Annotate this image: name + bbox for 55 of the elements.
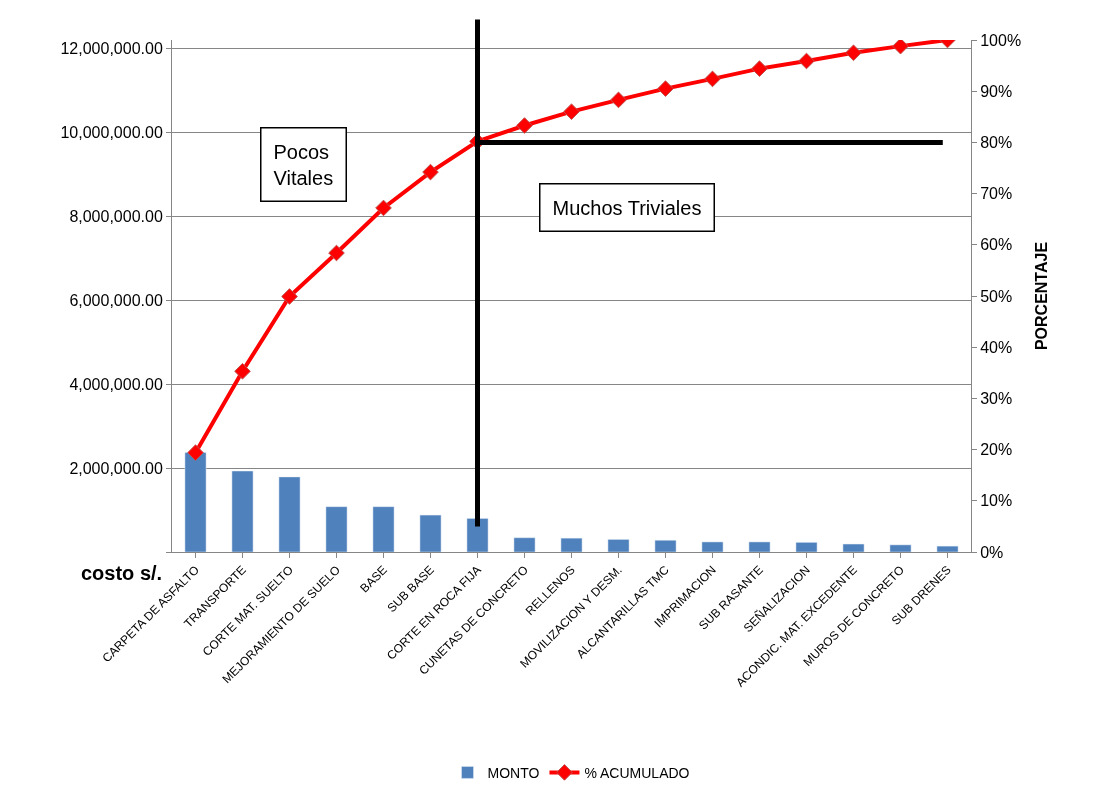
point xyxy=(187,444,204,461)
y2-tick-label: 50% xyxy=(980,287,1013,305)
y2-axis-title: PORCENTAJE xyxy=(1032,241,1050,351)
bar xyxy=(560,537,583,552)
y-tick-label: 12,000,000.00 xyxy=(60,39,163,57)
point xyxy=(281,288,298,305)
y-tick-label: 6,000,000.00 xyxy=(69,291,163,309)
y-tick-label: 4,000,000.00 xyxy=(69,375,163,393)
bar xyxy=(936,545,959,552)
point xyxy=(422,163,439,181)
bar xyxy=(654,540,677,552)
bar xyxy=(419,514,442,552)
bar xyxy=(372,506,395,552)
bar xyxy=(607,539,630,552)
bar xyxy=(748,541,771,552)
legend-label: MONTO xyxy=(487,764,540,781)
y2-tick-label: 70% xyxy=(980,185,1013,203)
bar xyxy=(842,543,865,552)
legend-label: % ACUMULADO xyxy=(584,764,690,781)
annotation: Muchos Triviales xyxy=(552,196,702,219)
y2-tick-label: 30% xyxy=(980,390,1013,407)
y-axis-title: costo s/. xyxy=(81,562,163,584)
y2-tick-label: 90% xyxy=(980,82,1013,100)
point xyxy=(328,244,345,262)
y2-tick-label: 100% xyxy=(980,31,1022,49)
point xyxy=(704,70,721,88)
point xyxy=(798,52,815,70)
bar xyxy=(278,476,301,552)
bar xyxy=(325,506,348,552)
point xyxy=(845,44,862,62)
bar xyxy=(701,541,724,552)
point xyxy=(610,91,627,109)
point xyxy=(516,117,533,134)
y2-tick-label: 20% xyxy=(980,441,1013,459)
point xyxy=(751,60,768,77)
y2-tick-label: 60% xyxy=(980,236,1013,254)
bar xyxy=(795,542,818,552)
point xyxy=(563,103,580,120)
point xyxy=(892,40,909,55)
y2-tick-label: 80% xyxy=(980,134,1013,151)
y-tick-label: 8,000,000.00 xyxy=(69,207,163,225)
bar xyxy=(889,544,912,552)
bar xyxy=(513,537,536,552)
annotation: Pocos Vitales xyxy=(273,140,334,189)
y2-tick-label: 10% xyxy=(980,492,1013,510)
bar xyxy=(231,470,254,552)
point xyxy=(375,199,392,217)
y2-tick-label: 0% xyxy=(980,543,1004,561)
y-tick-label: 2,000,000.00 xyxy=(69,459,163,477)
y-tick-label: 10,000,000.00 xyxy=(60,123,163,141)
point xyxy=(657,80,674,97)
y2-tick-label: 40% xyxy=(980,338,1013,356)
point xyxy=(234,362,251,380)
bar xyxy=(466,518,489,552)
bar xyxy=(184,452,207,552)
